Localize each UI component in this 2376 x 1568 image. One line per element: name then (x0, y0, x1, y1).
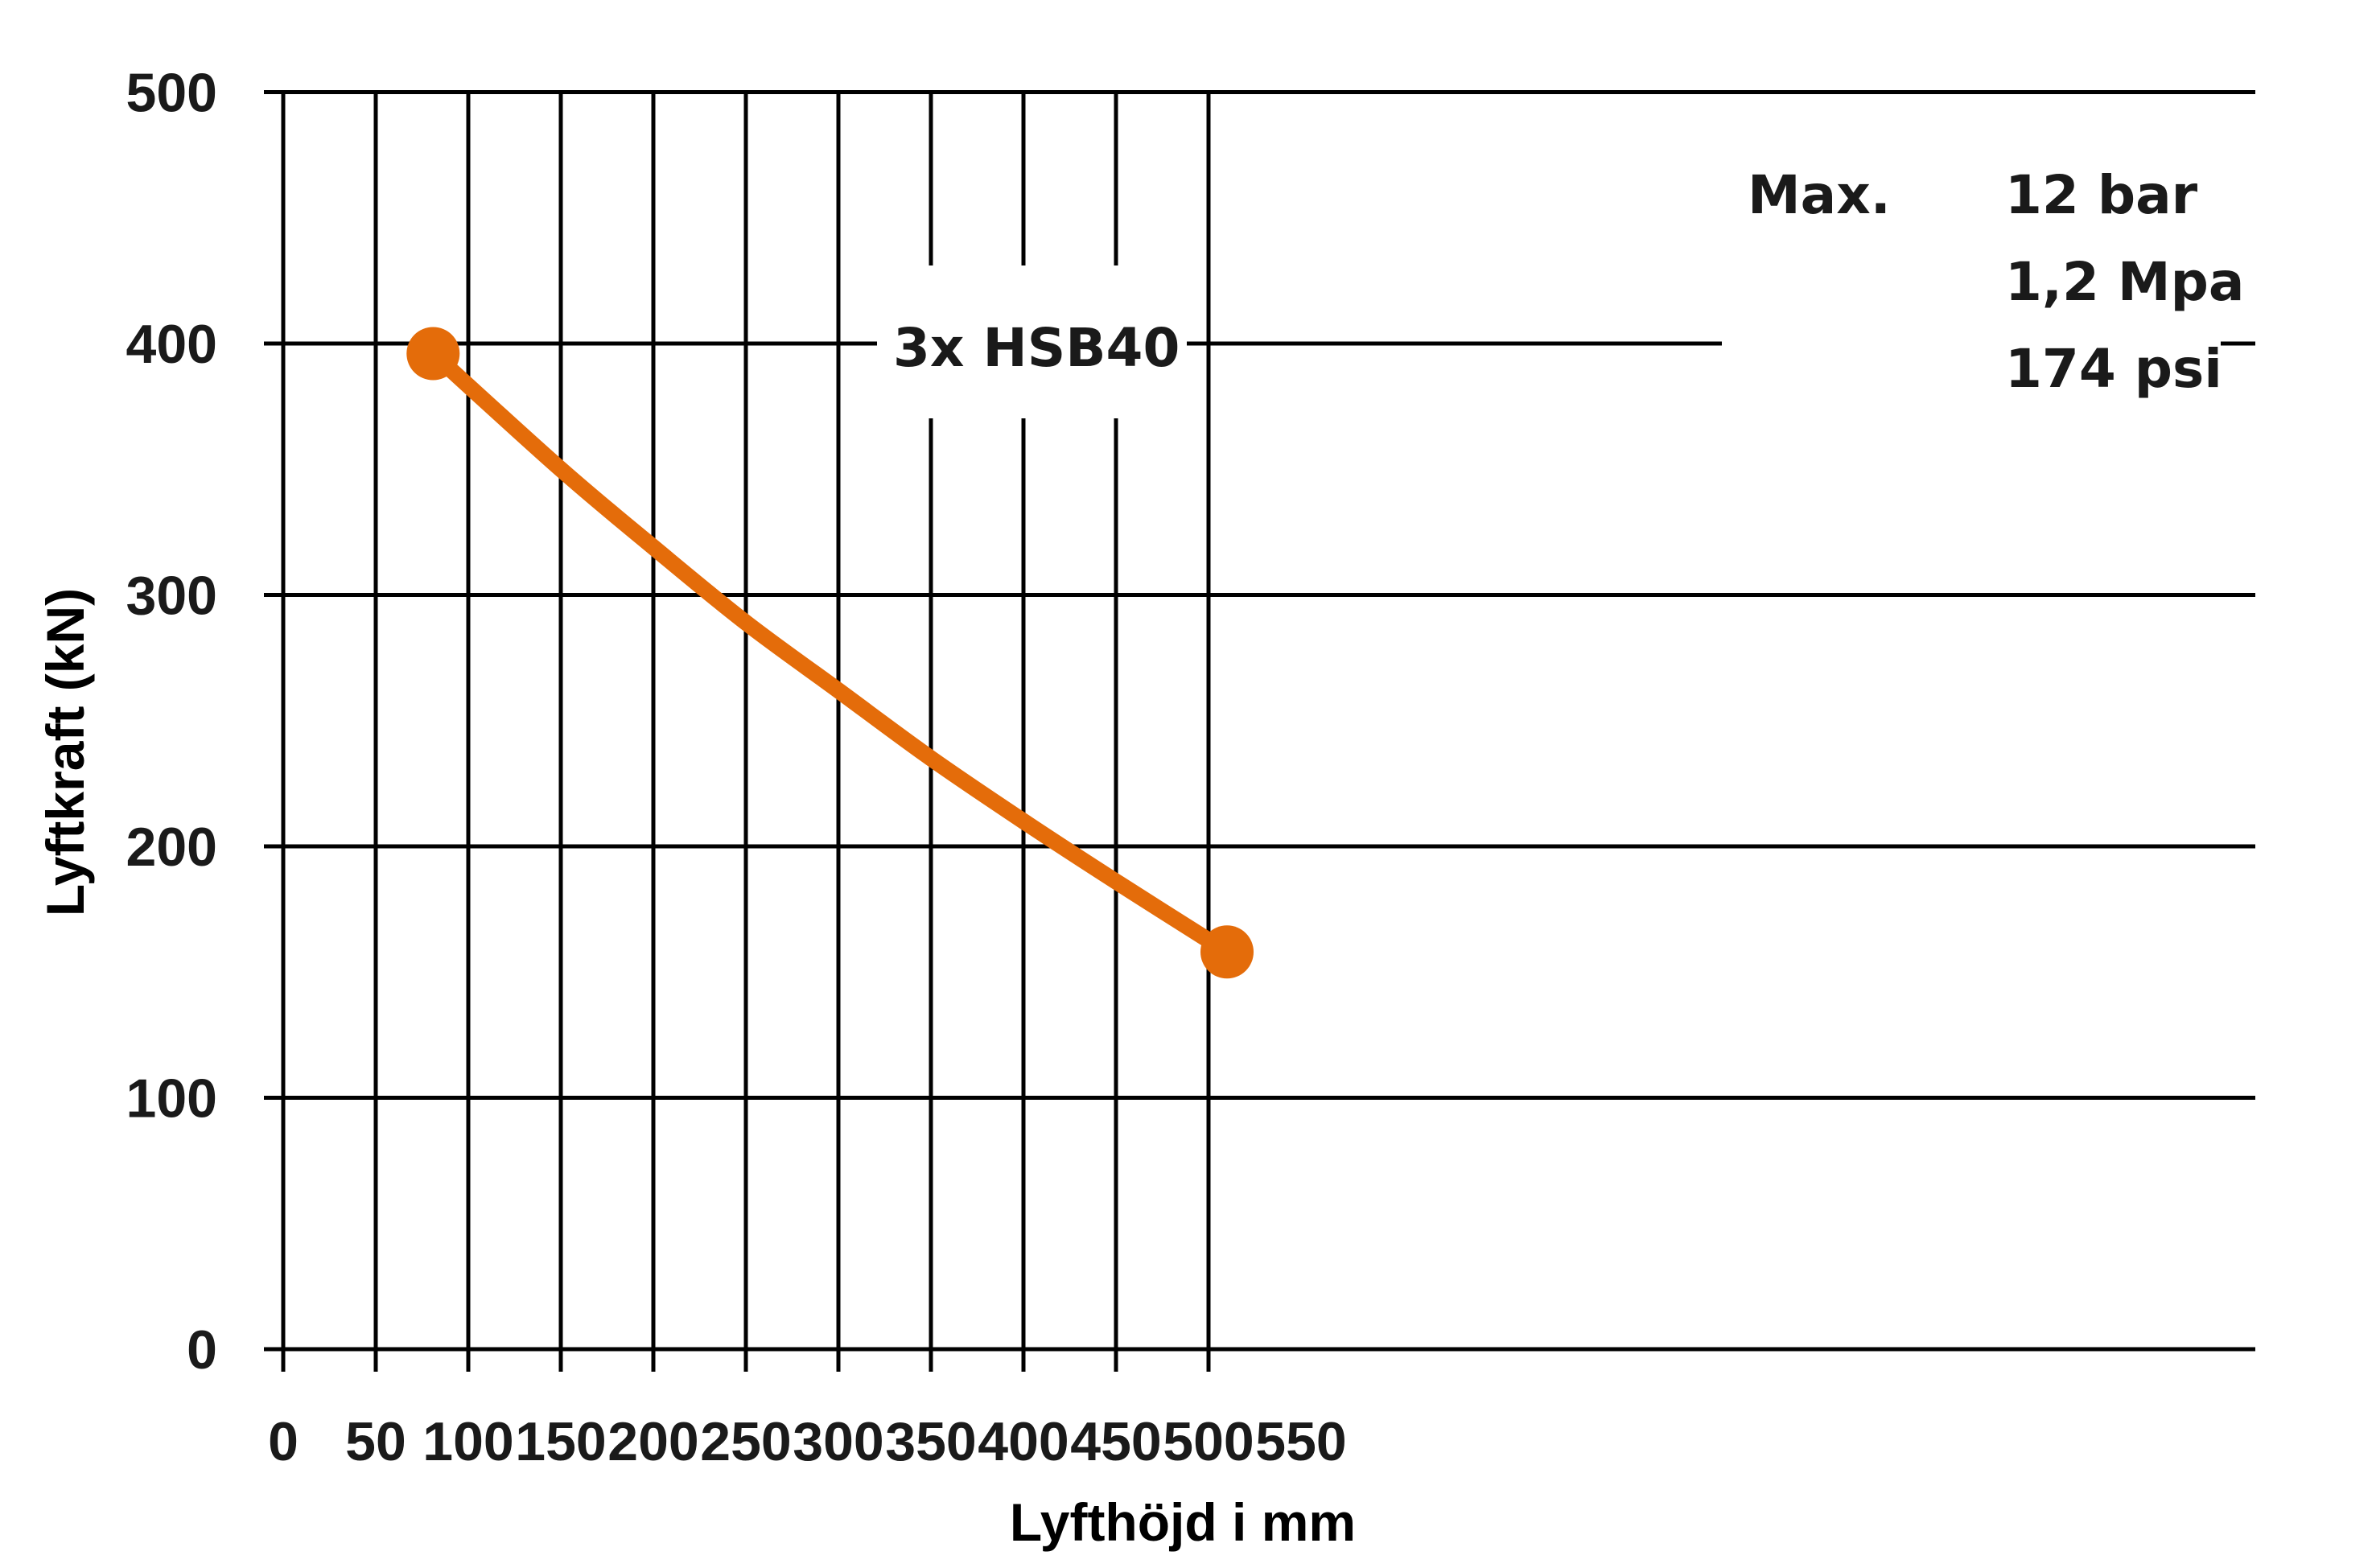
x-axis-title: Lyfthöjd i mm (1010, 1492, 1356, 1552)
series-start-point (406, 327, 460, 381)
x-tick-label: 400 (978, 1411, 1069, 1472)
y-tick-label: 400 (126, 314, 217, 375)
x-tick-label: 200 (607, 1411, 698, 1472)
series-label-mask (861, 265, 1199, 418)
series-layer (406, 327, 1254, 979)
x-tick-labels: 0 50 100 150 200 250 300 350 400 450 500 550 (268, 1411, 1347, 1472)
y-tick-label: 200 (126, 817, 217, 878)
x-tick-label: 0 (268, 1411, 299, 1472)
specs-mask (1722, 137, 2221, 414)
label-backgrounds (837, 137, 2221, 418)
y-tick-label: 300 (126, 566, 217, 627)
x-tick-label: 100 (422, 1411, 513, 1472)
y-tick-label: 100 (126, 1068, 217, 1130)
y-tick-labels: 0 100 200 300 400 500 (126, 63, 217, 1381)
x-tick-label: 500 (1163, 1411, 1254, 1472)
x-tick-label: 350 (885, 1411, 976, 1472)
series-end-point (1200, 925, 1254, 979)
x-tick-label: 150 (515, 1411, 606, 1472)
spec-pressure-bar: 12 bar (2005, 164, 2198, 226)
max-label: Max. (1748, 164, 1891, 226)
x-tick-label: 450 (1070, 1411, 1161, 1472)
x-tick-label: 550 (1255, 1411, 1346, 1472)
spec-pressure-mpa: 1,2 Mpa (2005, 251, 2244, 313)
y-tick-label: 0 (187, 1319, 217, 1381)
x-tick-label: 300 (793, 1411, 883, 1472)
y-tick-label: 500 (126, 63, 217, 124)
series-line (425, 345, 1235, 961)
spec-pressure-psi: 174 psi (2005, 338, 2222, 400)
series-label: 3x HSB40 (893, 317, 1180, 379)
x-tick-label: 50 (345, 1411, 406, 1472)
x-tick-label: 250 (700, 1411, 791, 1472)
y-axis-title: Lyftkraft (kN) (35, 588, 95, 916)
